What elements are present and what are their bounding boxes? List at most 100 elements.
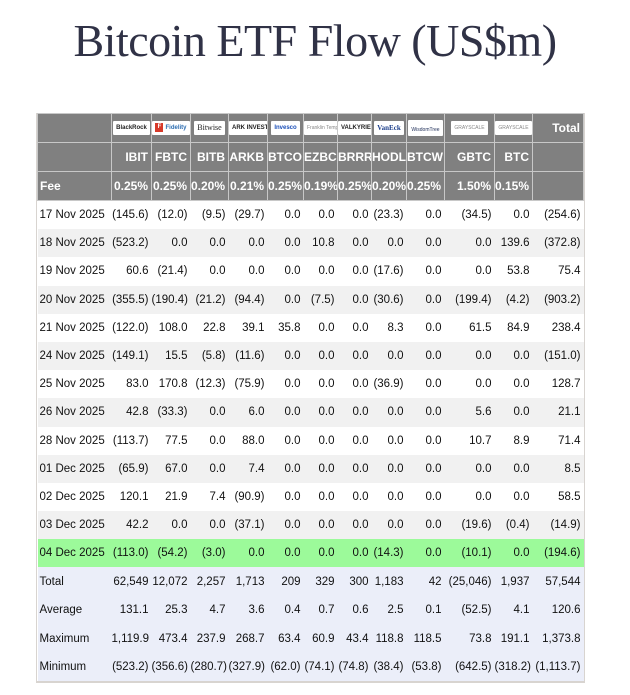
flow-cell: (113.7) bbox=[111, 426, 152, 455]
flow-cell: 0.0 bbox=[151, 511, 191, 540]
flow-cell: (113.0) bbox=[111, 539, 152, 568]
flow-cell: (355.5) bbox=[111, 285, 152, 314]
row-total-cell: 75.4 bbox=[532, 257, 584, 286]
summary-cell: (356.6) bbox=[151, 652, 191, 682]
wisdomtree-logo: WisdomTree bbox=[408, 120, 443, 136]
ticker-header: IBIT bbox=[111, 142, 152, 172]
summary-cell: (74.8) bbox=[337, 652, 372, 682]
flow-cell: 0.0 bbox=[337, 511, 372, 540]
flow-cell: 170.8 bbox=[151, 370, 191, 399]
flow-cell: 0.0 bbox=[190, 454, 229, 483]
franklin-templeton-logo: Franklin Templeton bbox=[304, 121, 337, 135]
fee-value: 0.20% bbox=[371, 171, 407, 201]
flow-cell: 0.0 bbox=[190, 257, 229, 286]
ticker-header: BTCW bbox=[406, 142, 445, 172]
flow-cell: 0.0 bbox=[267, 229, 304, 258]
flow-cell: (190.4) bbox=[151, 285, 191, 314]
flow-cell: (90.9) bbox=[228, 482, 268, 512]
fee-value: 0.19% bbox=[303, 171, 338, 201]
row-total-cell: (194.6) bbox=[532, 539, 584, 568]
date-cell: 17 Nov 2025 bbox=[37, 200, 112, 230]
flow-cell: 120.1 bbox=[111, 482, 152, 512]
summary-cell: 268.7 bbox=[228, 624, 268, 653]
summary-cell: 1,183 bbox=[371, 567, 407, 596]
summary-cell: 25.3 bbox=[151, 595, 191, 625]
table-row: 21 Nov 2025 (122.0) 108.0 22.8 39.1 35.8 0.0 0.… bbox=[37, 313, 584, 342]
page-title: Bitcoin ETF Flow (US$m) bbox=[73, 15, 557, 66]
flow-cell: (523.2) bbox=[111, 229, 152, 258]
flow-cell: 83.0 bbox=[111, 370, 152, 399]
flow-cell: 0.0 bbox=[190, 229, 229, 258]
flow-cell: 0.0 bbox=[494, 539, 533, 568]
flow-cell: 0.0 bbox=[190, 511, 229, 540]
flow-cell: 0.0 bbox=[303, 482, 338, 512]
summary-cell: 131.1 bbox=[111, 595, 152, 625]
summary-cell: 237.9 bbox=[190, 624, 229, 653]
issuer-logo-cell: VALKYRIE bbox=[337, 113, 372, 143]
summary-row-total: Total 62,549 12,072 2,257 1,713 209 329 300 1,18… bbox=[37, 567, 584, 596]
etf-flow-table-container: BlackRock F Fidelity Bitwise ARK INVEST Inves… bbox=[36, 113, 585, 684]
flow-cell: 0.0 bbox=[371, 426, 407, 455]
ticker-header: BITB bbox=[190, 142, 229, 172]
summary-cell: (523.2) bbox=[111, 652, 152, 682]
flow-cell: 42.8 bbox=[111, 398, 152, 427]
summary-row-average: Average 131.1 25.3 4.7 3.6 0.4 0.7 0.6 2.5 0.1 (52… bbox=[37, 595, 584, 625]
flow-cell: 7.4 bbox=[190, 482, 229, 512]
summary-cell: 43.4 bbox=[337, 624, 372, 653]
table-row: 04 Dec 2025 (113.0) (54.2) (3.0) 0.0 0.0 0.0 0.… bbox=[37, 539, 584, 568]
summary-label: Maximum bbox=[37, 624, 112, 653]
flow-cell: 42.2 bbox=[111, 511, 152, 540]
summary-cell: 3.6 bbox=[228, 595, 268, 625]
ticker-header: BRRR bbox=[337, 142, 372, 172]
summary-cell: 1,713 bbox=[228, 567, 268, 596]
summary-label: Minimum bbox=[37, 652, 112, 682]
issuer-logo-cell: GRAYSCALE bbox=[444, 113, 495, 143]
table-row: 19 Nov 2025 60.6 (21.4) 0.0 0.0 0.0 0.0 0.0 (17.… bbox=[37, 257, 584, 286]
flow-cell: 21.9 bbox=[151, 482, 191, 512]
flow-cell: 8.3 bbox=[371, 313, 407, 342]
flow-cell: 0.0 bbox=[444, 454, 495, 483]
flow-cell: (11.6) bbox=[228, 341, 268, 371]
flow-cell: (23.3) bbox=[371, 200, 407, 230]
flow-cell: 0.0 bbox=[151, 229, 191, 258]
flow-cell: 0.0 bbox=[303, 454, 338, 483]
date-cell: 24 Nov 2025 bbox=[37, 341, 112, 371]
summary-cell: (318.2) bbox=[494, 652, 533, 682]
summary-cell: 1,373.8 bbox=[532, 624, 584, 653]
issuer-logo-cell: Franklin Templeton bbox=[303, 113, 338, 143]
flow-cell: 0.0 bbox=[406, 200, 445, 230]
grayscale-logo: GRAYSCALE bbox=[451, 121, 488, 135]
summary-cell: 191.1 bbox=[494, 624, 533, 653]
summary-cell: (327.9) bbox=[228, 652, 268, 682]
row-total-cell: 8.5 bbox=[532, 454, 584, 483]
fee-value: 1.50% bbox=[444, 171, 495, 201]
fee-value: 0.25% bbox=[406, 171, 445, 201]
date-cell: 19 Nov 2025 bbox=[37, 257, 112, 286]
row-total-cell: (372.8) bbox=[532, 229, 584, 258]
fee-value: 0.25% bbox=[267, 171, 304, 201]
flow-cell: 0.0 bbox=[267, 511, 304, 540]
flow-cell: 6.0 bbox=[228, 398, 268, 427]
summary-cell: 120.6 bbox=[532, 595, 584, 625]
flow-cell: (149.1) bbox=[111, 341, 152, 371]
ticker-header: BTCO bbox=[267, 142, 304, 172]
summary-cell: 63.4 bbox=[267, 624, 304, 653]
flow-cell: (9.5) bbox=[190, 200, 229, 230]
flow-cell: (54.2) bbox=[151, 539, 191, 568]
flow-cell: 0.0 bbox=[406, 398, 445, 427]
flow-cell: 0.0 bbox=[267, 200, 304, 230]
flow-cell: (94.4) bbox=[228, 285, 268, 314]
flow-cell: (122.0) bbox=[111, 313, 152, 342]
flow-cell: 0.0 bbox=[337, 539, 372, 568]
fee-value: 0.25% bbox=[337, 171, 372, 201]
flow-cell: 0.0 bbox=[371, 454, 407, 483]
fee-value: 0.15% bbox=[494, 171, 533, 201]
flow-cell: 0.0 bbox=[444, 229, 495, 258]
flow-cell: (10.1) bbox=[444, 539, 495, 568]
ticker-header: GBTC bbox=[444, 142, 495, 172]
row-total-cell: 21.1 bbox=[532, 398, 584, 427]
flow-cell: 60.6 bbox=[111, 257, 152, 286]
summary-cell: 209 bbox=[267, 567, 304, 596]
flow-cell: 0.0 bbox=[303, 511, 338, 540]
flow-cell: (0.4) bbox=[494, 511, 533, 540]
